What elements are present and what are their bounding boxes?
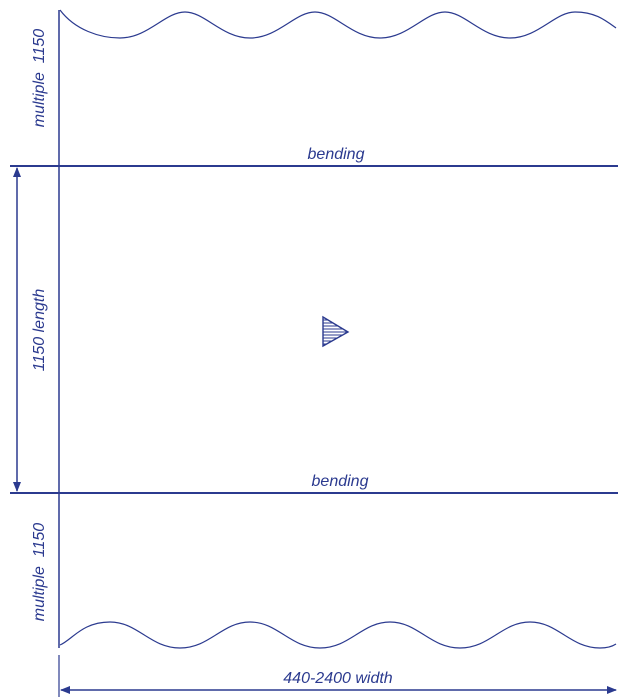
- bending-label-top: bending: [308, 146, 365, 163]
- length-label: 1150 length: [31, 289, 48, 372]
- bottom-wave-profile: [59, 621, 617, 649]
- bending-label-bottom: bending: [312, 473, 369, 490]
- multiple-label-bottom: multiple 1150: [31, 523, 48, 622]
- top-wave-profile: [59, 9, 617, 39]
- hatched-triangle-arrow-icon: [322, 315, 350, 348]
- width-label: 440-2400 width: [283, 670, 393, 687]
- multiple-label-top: multiple 1150: [31, 29, 48, 128]
